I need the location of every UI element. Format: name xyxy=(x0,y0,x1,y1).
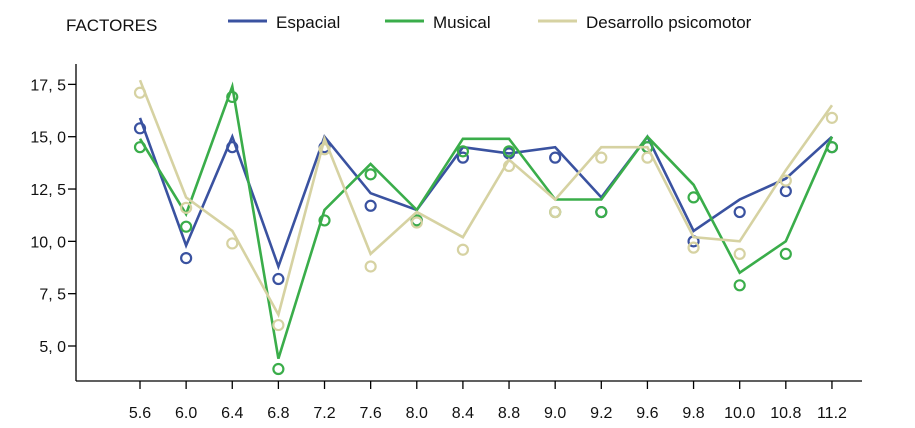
data-point-musical xyxy=(779,247,792,261)
x-tick-label: 6.4 xyxy=(221,405,243,422)
data-point-desarrollo-psicomotor xyxy=(133,86,147,99)
legend-item-musical: Musical xyxy=(385,13,491,32)
data-point-musical xyxy=(226,90,239,104)
legend-label-desarrollo-psicomotor: Desarrollo psicomotor xyxy=(586,13,752,32)
series-line-espacial xyxy=(138,117,833,271)
y-tick-label: 17, 5 xyxy=(30,77,66,94)
legend-label-espacial: Espacial xyxy=(276,13,340,32)
y-tick-label: 5, 0 xyxy=(39,339,66,356)
series-musical xyxy=(133,81,839,376)
legend-item-espacial: Espacial xyxy=(228,13,340,32)
data-point-musical xyxy=(595,205,608,219)
x-tick-label: 6.0 xyxy=(175,405,197,422)
data-point-desarrollo-psicomotor xyxy=(318,143,331,156)
legend-label-musical: Musical xyxy=(433,13,491,32)
legend: FACTORES Espacial Musical Desarrollo psico… xyxy=(66,13,752,35)
y-tick-label: 12, 5 xyxy=(30,182,66,199)
x-tick-label: 8.8 xyxy=(498,405,520,422)
x-tick-label: 6.8 xyxy=(267,405,289,422)
data-point-desarrollo-psicomotor xyxy=(687,241,700,254)
x-tick-label: 8.0 xyxy=(406,405,428,422)
x-tick-label: 10.0 xyxy=(724,405,755,422)
data-point-musical xyxy=(364,168,377,181)
data-point-musical xyxy=(687,191,700,204)
legend-items: Espacial Musical Desarrollo psicomotor xyxy=(228,13,752,32)
x-tick-label: 9.6 xyxy=(636,405,658,422)
data-point-desarrollo-psicomotor xyxy=(641,151,654,164)
data-point-espacial xyxy=(364,199,377,212)
x-tick-label: 10.8 xyxy=(770,405,801,422)
legend-title: FACTORES xyxy=(66,16,157,35)
data-point-musical xyxy=(825,141,839,154)
data-point-desarrollo-psicomotor xyxy=(364,260,377,273)
x-tick-label: 7.6 xyxy=(360,405,382,422)
data-point-desarrollo-psicomotor xyxy=(549,205,562,219)
data-point-desarrollo-psicomotor xyxy=(779,174,792,187)
series-desarrollo-psicomotor xyxy=(133,79,839,332)
data-point-desarrollo-psicomotor xyxy=(272,318,285,332)
data-point-desarrollo-psicomotor xyxy=(825,111,839,124)
x-tick-label: 9.2 xyxy=(590,405,612,422)
data-point-desarrollo-psicomotor xyxy=(410,216,423,229)
data-point-desarrollo-psicomotor xyxy=(456,243,470,256)
x-tick-label: 5.6 xyxy=(129,405,151,422)
series-line-desarrollo-psicomotor xyxy=(138,79,834,319)
data-point-musical xyxy=(133,141,147,154)
data-point-desarrollo-psicomotor xyxy=(226,237,239,250)
legend-item-desarrollo-psicomotor: Desarrollo psicomotor xyxy=(538,13,752,32)
data-point-espacial xyxy=(779,185,792,198)
data-point-musical xyxy=(318,214,331,227)
data-point-desarrollo-psicomotor xyxy=(733,247,746,261)
data-point-musical xyxy=(180,220,193,233)
data-point-musical xyxy=(733,279,746,292)
data-point-desarrollo-psicomotor xyxy=(595,151,608,164)
x-ticks: 5.6 6.0 6.4 6.8 7.2 7.6 8.0 8.4 8.8 9.0 9.2 9.6 9.8 1… xyxy=(129,381,847,422)
x-tick-label: 9.0 xyxy=(544,405,566,422)
y-tick-label: 7, 5 xyxy=(39,287,66,304)
plot-series xyxy=(133,79,839,376)
y-tick-label: 15, 0 xyxy=(30,130,66,147)
y-ticks: 5, 0 7, 5 10, 0 12, 5 15, 0 17, 5 xyxy=(30,77,76,356)
data-point-musical xyxy=(502,145,516,158)
x-tick-label: 11.2 xyxy=(817,405,847,422)
data-point-espacial xyxy=(133,122,147,135)
data-point-desarrollo-psicomotor xyxy=(502,159,516,173)
data-point-musical xyxy=(272,362,285,376)
data-point-espacial xyxy=(180,251,193,265)
x-tick-label: 9.8 xyxy=(682,405,704,422)
data-point-desarrollo-psicomotor xyxy=(180,201,193,214)
data-point-espacial xyxy=(549,151,562,164)
x-tick-label: 8.4 xyxy=(452,405,474,422)
y-tick-label: 10, 0 xyxy=(30,234,66,251)
x-tick-label: 7.2 xyxy=(313,405,335,422)
data-point-musical xyxy=(456,145,470,158)
y-axis: 5, 0 7, 5 10, 0 12, 5 15, 0 17, 5 xyxy=(30,64,77,381)
data-point-espacial xyxy=(272,272,285,286)
data-point-espacial xyxy=(456,151,470,164)
series-line-musical xyxy=(138,81,834,359)
x-axis: 5.6 6.0 6.4 6.8 7.2 7.6 8.0 8.4 8.8 9.0 9.2 9.6 9.8 1… xyxy=(76,380,862,422)
data-point-espacial xyxy=(226,141,239,154)
data-point-espacial xyxy=(733,205,746,219)
